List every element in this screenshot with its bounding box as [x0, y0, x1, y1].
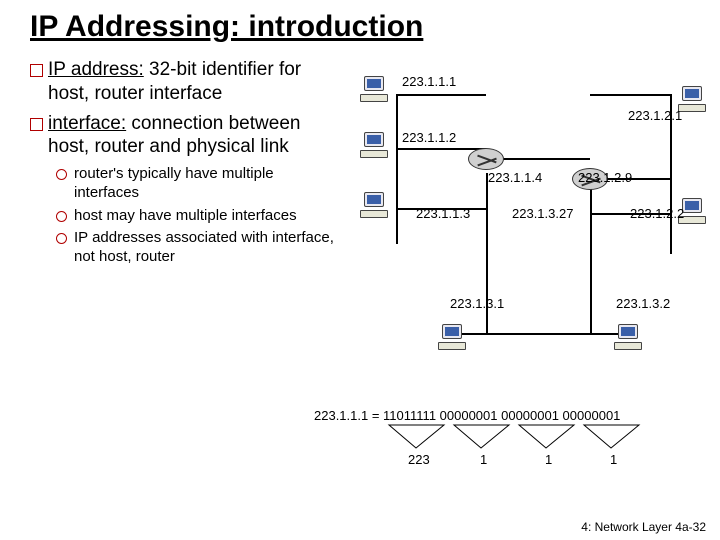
octet-b: 1	[480, 452, 487, 467]
sub-bullet: host may have multiple interfaces	[56, 207, 340, 226]
octet-d: 1	[610, 452, 617, 467]
wire	[396, 94, 398, 244]
ip-label: 223.1.1.4	[488, 170, 542, 185]
ip-label: 223.1.3.27	[512, 206, 573, 221]
octet-c: 1	[545, 452, 552, 467]
wire	[396, 94, 486, 96]
sub-bullet: IP addresses associated with interface, …	[56, 229, 340, 267]
ip-label: 223.1.2.1	[628, 108, 682, 123]
slide-footer: 4: Network Layer 4a-32	[581, 520, 706, 534]
bullet-lead: interface:	[48, 113, 126, 134]
slide-title: IP Addressing: introduction	[0, 0, 720, 44]
ip-label: 223.1.1.3	[416, 206, 470, 221]
computer-icon	[360, 76, 388, 102]
bullet-interface: interface: connection between host, rout…	[30, 112, 340, 160]
sub-bullet: router's typically have multiple interfa…	[56, 165, 340, 203]
text-column: IP address: 32-bit identifier for host, …	[30, 58, 340, 498]
octet-braces	[314, 420, 714, 470]
router-icon	[468, 148, 504, 170]
bullet-ip-address: IP address: 32-bit identifier for host, …	[30, 58, 340, 106]
wire	[455, 333, 625, 335]
ip-label: 223.1.3.2	[616, 296, 670, 311]
wire	[590, 94, 670, 96]
ip-label: 223.1.1.2	[402, 130, 456, 145]
computer-icon	[614, 324, 642, 350]
sub-bullet-list: router's typically have multiple interfa…	[30, 165, 340, 267]
octet-a: 223	[408, 452, 430, 467]
wire	[590, 188, 592, 333]
ip-label: 223.1.2.9	[578, 170, 632, 185]
content-row: IP address: 32-bit identifier for host, …	[0, 44, 720, 498]
ip-label: 223.1.3.1	[450, 296, 504, 311]
computer-icon	[438, 324, 466, 350]
ip-label: 223.1.1.1	[402, 74, 456, 89]
computer-icon	[360, 132, 388, 158]
network-diagram: 223.1.1.1 223.1.1.2 223.1.1.3 223.1.1.4 …	[340, 58, 710, 498]
wire	[396, 148, 486, 150]
ip-label: 223.1.2.2	[630, 206, 684, 221]
computer-icon	[360, 192, 388, 218]
bullet-lead: IP address:	[48, 59, 144, 80]
